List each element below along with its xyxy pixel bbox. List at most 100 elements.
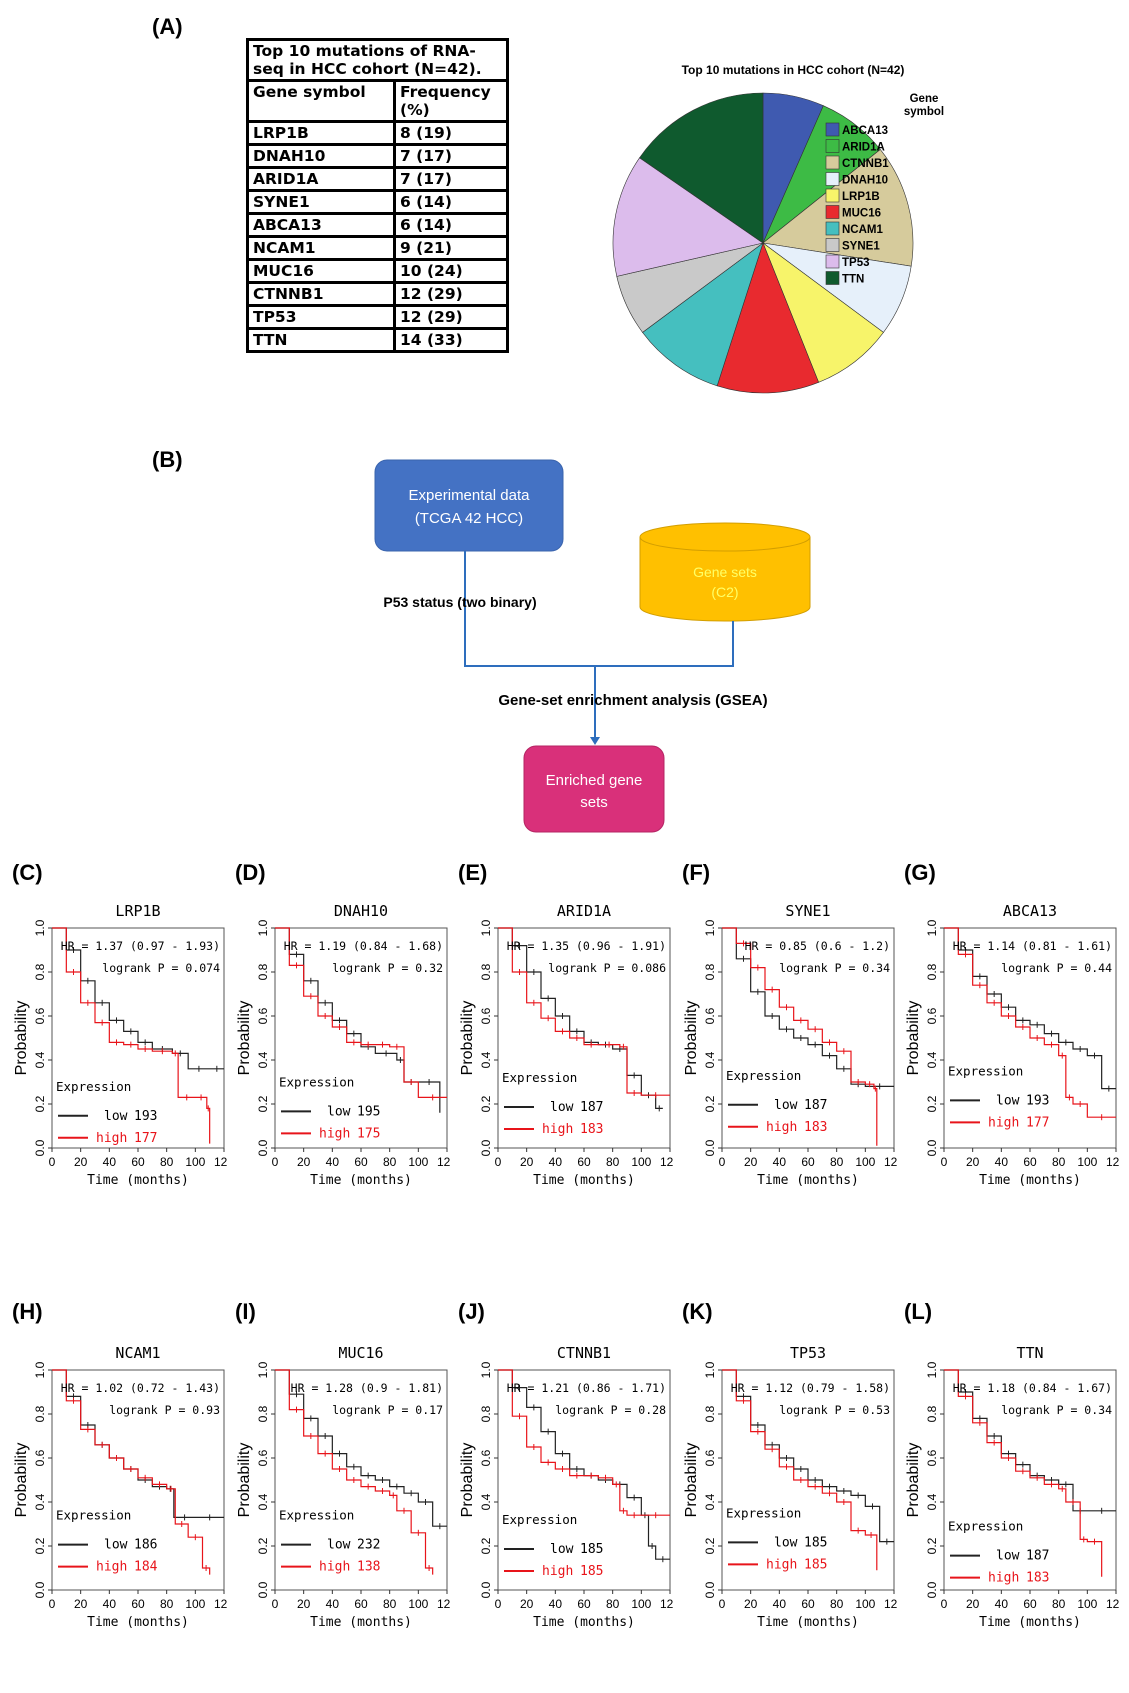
y-tick-label: 1.0 [256,919,270,936]
y-tick-label: 0.4 [925,1493,939,1510]
y-tick-label: 0.6 [925,1449,939,1466]
x-axis-label: Time (months) [533,1173,635,1188]
x-axis-label: Time (months) [310,1615,412,1630]
panel-label-a: (A) [152,14,183,39]
x-tick-label: 120 [214,1597,227,1611]
y-tick-label: 0.6 [925,1007,939,1024]
y-axis-label: Probability [683,1443,700,1518]
gene-symbol-cell: DNAH10 [246,143,396,169]
y-tick-label: 0.0 [256,1139,270,1156]
hazard-ratio: HR = 1.14 (0.81 - 1.61) [953,939,1112,953]
km-title: MUC16 [338,1344,383,1362]
x-tick-label: 0 [49,1155,56,1169]
legend-high-label: high [96,1131,127,1146]
y-tick-label: 0.6 [33,1449,47,1466]
y-tick-label: 0.8 [479,963,493,980]
legend-high-count: 185 [580,1564,603,1579]
x-tick-label: 120 [660,1155,673,1169]
y-tick-label: 0.4 [479,1493,493,1510]
legend-title: Expression [948,1063,1023,1078]
km-plot-syne1: SYNE1 0 20 40 60 80 100 120 0.0 0.2 0.4 0.6 0.8 1.0 Pr… [682,900,904,1190]
gene-symbol-cell: ARID1A [246,166,396,192]
panel-label-f: (F) [682,860,711,885]
x-tick-label: 40 [995,1155,1009,1169]
x-tick-label: 0 [495,1155,502,1169]
x-tick-label: 100 [631,1597,651,1611]
x-tick-label: 80 [160,1597,174,1611]
x-tick-label: 40 [549,1597,563,1611]
y-tick-label: 0.0 [479,1581,493,1598]
hazard-ratio: HR = 1.02 (0.72 - 1.43) [61,1381,220,1395]
x-tick-label: 20 [74,1597,88,1611]
x-tick-label: 100 [408,1597,428,1611]
legend-swatch-arid1a [825,139,840,153]
x-tick-label: 60 [577,1597,591,1611]
experimental-data-line2: (TCGA 42 HCC) [415,510,523,527]
km-plot-ctnnb1: CTNNB1 0 20 40 60 80 100 120 0.0 0.2 0.4 0.6 0.8 1.0 P… [458,1342,680,1632]
x-tick-label: 80 [1052,1597,1066,1611]
y-tick-label: 1.0 [703,919,717,936]
enriched-line1: Enriched gene [546,772,643,789]
km-curve-low [52,927,224,1070]
legend-low-count: 193 [1026,1093,1049,1108]
km-title: DNAH10 [334,902,388,920]
panel-label-j: (J) [458,1299,485,1324]
x-axis-label: Time (months) [757,1615,859,1630]
x-tick-label: 0 [272,1155,279,1169]
legend-swatch-ncam1 [825,221,840,236]
x-tick-label: 100 [1077,1155,1097,1169]
y-tick-label: 0.2 [33,1095,47,1112]
legend-swatch-ttn [825,271,840,285]
x-tick-label: 20 [966,1597,980,1611]
legend-low-count: 187 [580,1100,603,1115]
km-title: TTN [1016,1344,1043,1362]
legend-high-count: 184 [134,1560,158,1575]
legend-low-label: low [550,1542,574,1557]
x-axis-label: Time (months) [757,1173,859,1188]
enriched-line2: sets [580,794,608,811]
y-tick-label: 0.6 [256,1007,270,1024]
x-tick-label: 0 [49,1597,56,1611]
legend-high-label: high [988,1115,1019,1130]
gene-sets-line1: Gene sets [693,564,757,580]
x-tick-label: 40 [549,1155,563,1169]
legend-high-count: 185 [804,1557,827,1572]
legend-low-label: low [104,1538,128,1553]
hazard-ratio: HR = 0.85 (0.6 - 1.2) [745,939,890,953]
legend-swatch-muc16 [825,205,840,219]
x-tick-label: 0 [719,1155,726,1169]
panel-label-l: (L) [904,1299,933,1324]
km-svg: DNAH10 0 20 40 60 80 100 120 0.0 0.2 0.4 0.6 0.8 1.0 P… [236,902,457,1188]
legend-high-label: high [988,1571,1019,1586]
legend-title: Expression [56,1079,131,1094]
km-curve-high [944,1369,1103,1577]
legend-high-label: high [96,1560,127,1575]
km-svg: ABCA13 0 20 40 60 80 100 120 0.0 0.2 0.4 0.6 0.8 1.0 P… [905,902,1126,1188]
km-curve-high [275,1369,434,1575]
legend-low-label: low [550,1100,574,1115]
table-row: ABCA13 6 (14) [246,212,509,238]
y-tick-label: 0.8 [479,1405,493,1422]
legend-title: Expression [502,1070,577,1085]
y-tick-label: 0.0 [925,1139,939,1156]
frequency-cell: 12 (29) [393,281,509,307]
hazard-ratio: HR = 1.28 (0.9 - 1.81) [291,1381,443,1395]
y-tick-label: 0.8 [925,1405,939,1422]
km-title: CTNNB1 [557,1344,611,1362]
y-tick-label: 1.0 [256,1361,270,1378]
y-tick-label: 0.8 [703,1405,717,1422]
x-tick-label: 20 [520,1155,534,1169]
y-tick-label: 1.0 [925,1361,939,1378]
legend-label-abca13: ABCA13 [842,125,888,137]
legend-high-label: high [319,1126,350,1141]
logrank-p: logrank P = 0.34 [1001,1403,1112,1417]
km-plot-ncam1: NCAM1 0 20 40 60 80 100 120 0.0 0.2 0.4 0.6 0.8 1.0 Pr… [12,1342,234,1632]
x-tick-label: 120 [437,1597,450,1611]
pie-chart-svg: Top 10 mutations in HCC cohort (N=42) Ge… [612,63,944,394]
y-axis-label: Probability [459,1001,476,1076]
km-curve-low [498,1369,670,1560]
km-title: SYNE1 [785,902,830,920]
y-tick-label: 0.2 [33,1537,47,1554]
x-tick-label: 60 [131,1155,145,1169]
gene-sets-cylinder-body [639,537,811,622]
